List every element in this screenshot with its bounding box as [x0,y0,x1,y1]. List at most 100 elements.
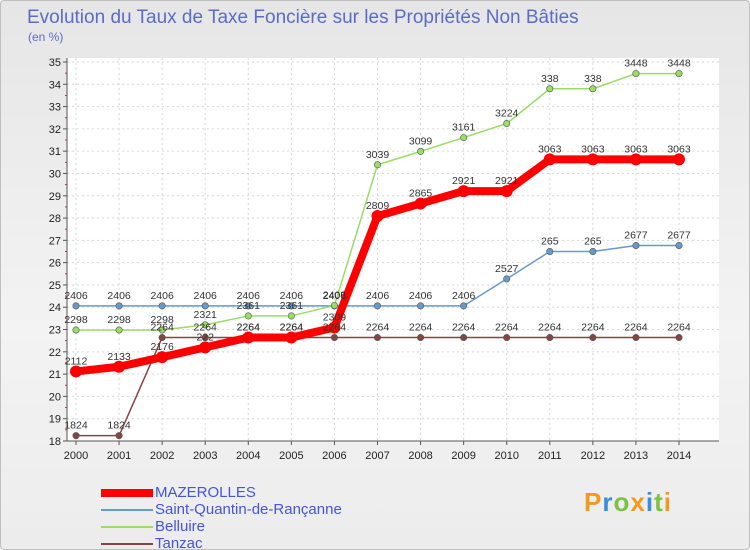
data-label-belluire-2011: 338 [541,73,559,85]
xtick-label-2002: 2002 [150,450,174,462]
ytick-label-20: 20 [49,391,61,403]
point-belluire-2004 [244,312,252,320]
data-label-mazerolles-2005: 2264 [280,322,304,334]
xtick-label-2006: 2006 [322,450,346,462]
ytick-label-19: 19 [49,414,61,426]
data-label-mazerolles-2012: 3063 [581,143,605,155]
legend-swatch-tanzac [101,543,153,545]
xtick-label-2013: 2013 [624,450,648,462]
point-tanzac-2000 [72,432,80,440]
data-label-tanzac-2006: 2264 [323,322,347,334]
point-tanzac-2008 [417,334,425,342]
legend-label-saint-quantin: Saint-Quantin-de-Rançanne [155,501,342,518]
point-saint-quantin-de-rancanne-2010 [503,275,511,283]
data-label-belluire-2004: 2361 [237,300,261,312]
point-tanzac-2010 [503,334,511,342]
data-label-tanzac-2009: 2264 [452,322,476,334]
xtick-label-2001: 2001 [107,450,131,462]
ytick-label-25: 25 [49,280,61,292]
xtick-label-2005: 2005 [279,450,303,462]
proxiti-logo: Proxiti [584,487,672,518]
point-mazerolles-2008 [414,197,427,210]
ytick-label-31: 31 [49,146,61,158]
data-label-mazerolles-2000: 2112 [65,355,88,367]
data-label-belluire-2014: 3448 [667,58,691,70]
point-belluire-2007 [373,161,381,169]
data-label-saint-quantin-de-rancanne-2013: 2677 [624,229,648,241]
ytick-label-18: 18 [49,436,61,448]
data-label-mazerolles-2009: 2921 [452,175,476,187]
chart-grid [67,58,719,442]
ytick-label-32: 32 [49,124,61,136]
data-label-belluire-2003: 2321 [194,309,218,321]
ytick-label-34: 34 [49,79,61,91]
xtick-label-2012: 2012 [581,450,605,462]
point-belluire-2009 [460,134,468,142]
data-label-belluire-2009: 3161 [452,122,476,134]
point-saint-quantin-de-rancanne-2000 [72,302,80,310]
data-label-tanzac-2014: 2264 [667,322,691,334]
data-label-saint-quantin-de-rancanne-2005: 2406 [280,290,304,302]
xtick-label-2007: 2007 [365,450,389,462]
point-belluire-2000 [72,326,80,334]
legend-swatch-belluire [101,526,153,528]
data-label-mazerolles-2003: 222 [196,331,214,343]
data-label-belluire-2013: 3448 [624,58,648,70]
point-mazerolles-2002 [156,351,169,364]
chart-unit-label: (en %) [28,30,64,44]
point-tanzac-2002 [158,334,166,342]
point-mazerolles-2011 [543,153,556,166]
data-label-tanzac-2007: 2264 [366,322,390,334]
point-tanzac-2001 [115,432,123,440]
point-tanzac-2011 [546,334,554,342]
point-saint-quantin-de-rancanne-2011 [546,248,554,256]
ytick-label-26: 26 [49,258,61,270]
xtick-label-2004: 2004 [236,450,260,462]
data-label-saint-quantin-de-rancanne-2010: 2527 [495,263,519,275]
logo-letter-2: o [613,487,631,517]
ytick-label-24: 24 [49,302,61,314]
point-belluire-2006 [330,301,338,309]
point-tanzac-2006 [330,334,338,342]
point-tanzac-2003 [201,334,209,342]
point-saint-quantin-de-rancanne-2009 [460,302,468,310]
data-label-saint-quantin-de-rancanne-2002: 2406 [150,290,174,302]
ytick-label-29: 29 [49,191,61,203]
data-label-belluire-2008: 3099 [409,135,433,147]
point-mazerolles-2003 [199,341,212,354]
point-mazerolles-2007 [371,210,384,223]
legend-swatch-saint-quantin [101,509,153,511]
point-mazerolles-2013 [629,153,642,166]
point-mazerolles-2009 [457,185,470,198]
point-mazerolles-2012 [586,153,599,166]
point-saint-quantin-de-rancanne-2013 [632,241,640,249]
xtick-label-2009: 2009 [451,450,475,462]
data-label-tanzac-2003: 2264 [194,322,218,334]
data-label-belluire-2007: 3039 [366,149,390,161]
data-label-belluire-2010: 3224 [495,108,519,120]
point-tanzac-2014 [675,334,683,342]
data-label-mazerolles-2004: 2264 [237,322,261,334]
data-label-saint-quantin-de-rancanne-2003: 2406 [194,290,218,302]
data-label-tanzac-2002: 2264 [150,322,174,334]
ytick-label-22: 22 [49,347,61,359]
logo-letter-0: P [584,487,603,517]
point-saint-quantin-de-rancanne-2012 [589,248,597,256]
xtick-label-2003: 2003 [193,450,217,462]
data-label-saint-quantin-de-rancanne-2012: 265 [584,236,602,248]
point-tanzac-2007 [373,334,381,342]
point-belluire-2002 [158,326,166,334]
data-label-mazerolles-2002: 2176 [150,341,174,353]
logo-letter-1: r [602,487,614,517]
data-label-saint-quantin-de-rancanne-2000: 2406 [64,290,88,302]
data-label-mazerolles-2010: 2921 [495,175,519,187]
point-mazerolles-2006 [328,321,341,334]
logo-letter-3: x [630,487,646,517]
point-belluire-2014 [675,70,683,78]
data-label-tanzac-2013: 2264 [624,322,648,334]
point-saint-quantin-de-rancanne-2008 [417,302,425,310]
point-saint-quantin-de-rancanne-2005 [287,302,295,310]
data-label-saint-quantin-de-rancanne-2007: 2406 [366,290,390,302]
